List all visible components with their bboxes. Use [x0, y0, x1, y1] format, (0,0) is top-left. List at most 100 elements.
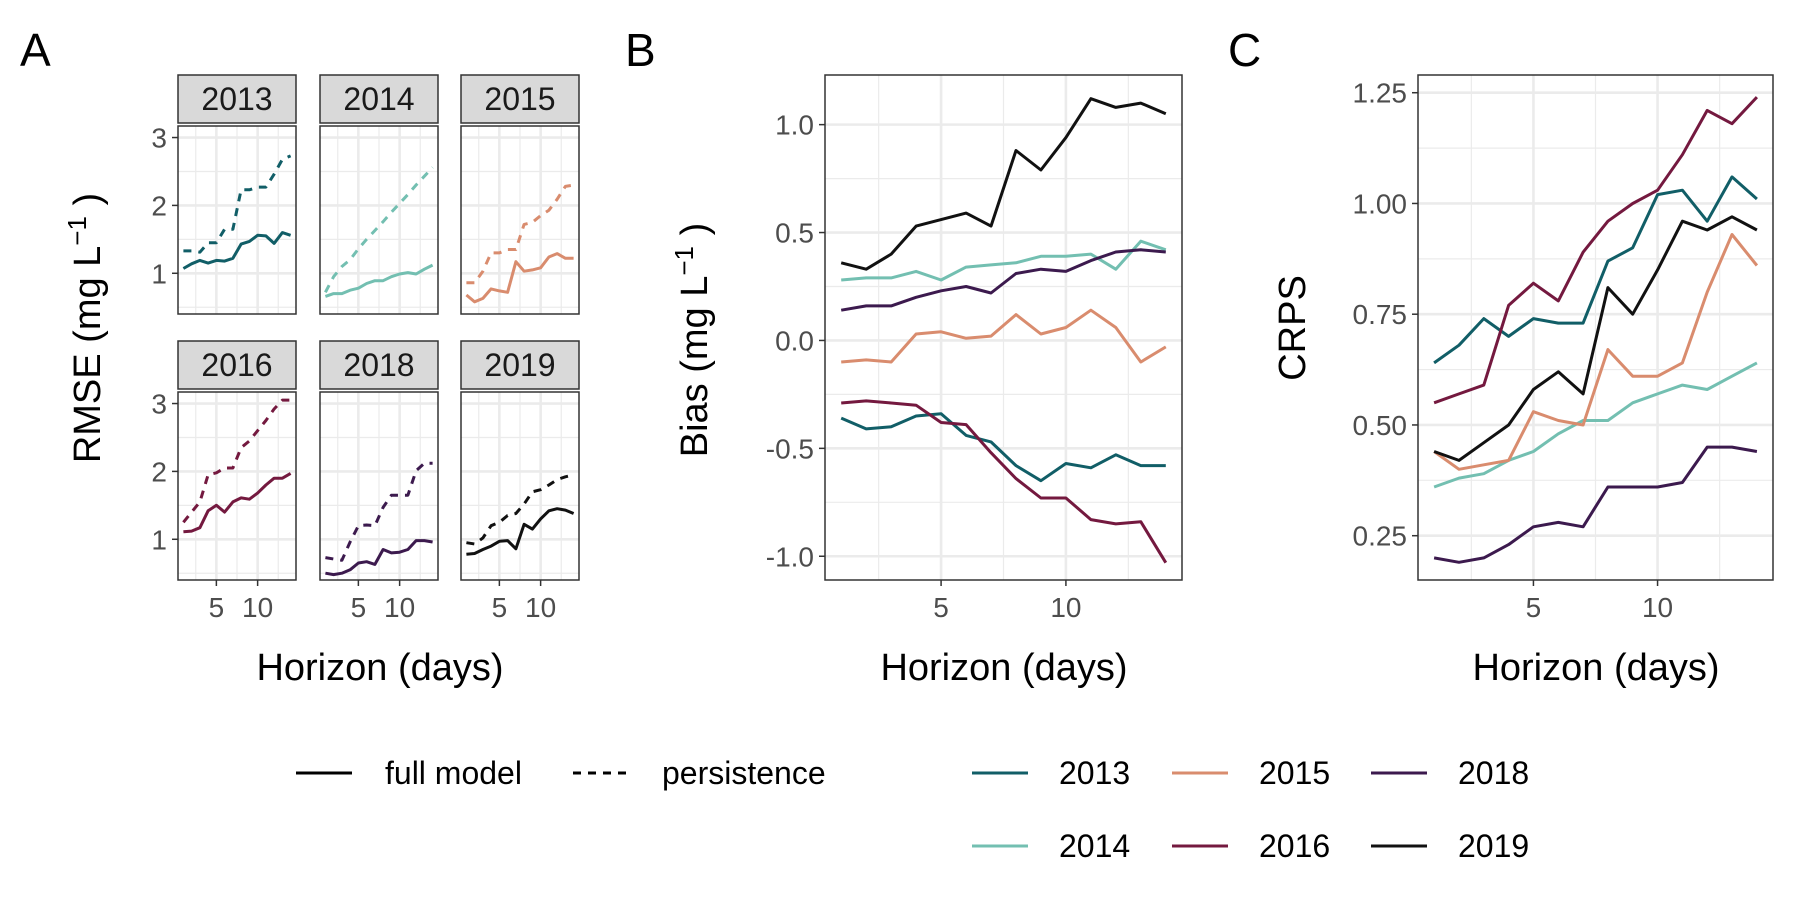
panel-a-rmse: A 2013 1 2 3 2014 2015 2016 1 2 3 5 10 2018 5 10 2019 5 10…	[20, 24, 580, 689]
series-line-2014	[324, 263, 434, 298]
x-axis-title: Horizon (days)	[1472, 647, 1719, 689]
panel-grid	[320, 392, 438, 580]
facet-strip	[460, 74, 580, 124]
series-lines	[840, 97, 1168, 564]
facet-strip	[177, 74, 297, 124]
panel-grid	[461, 126, 579, 314]
y-tick-label: 0.5	[775, 218, 814, 249]
facet-strip-label: 2016	[201, 347, 272, 383]
y-tick-label: 0.75	[1353, 299, 1408, 330]
series-lines	[325, 461, 433, 577]
x-tick-label: 5	[933, 592, 949, 623]
series-lines	[182, 398, 292, 534]
panel-border	[824, 74, 1183, 581]
series-line-2018	[325, 539, 433, 577]
legend-label: 2016	[1259, 828, 1330, 864]
series-line-2018	[1433, 445, 1758, 564]
legend-label: persistence	[662, 755, 826, 791]
y-tick-label: 3	[151, 123, 167, 154]
facet-2019: 2019 5 10	[460, 340, 580, 623]
series-line-2019	[840, 97, 1167, 271]
panel-c-crps: C 0.25 0.50 0.75 1.00 1.25 5 10 CRPS Horizon (day…	[1228, 24, 1774, 689]
y-axis-title: Bias (mg L−1 )	[669, 223, 716, 458]
facet-strip-label: 2015	[484, 81, 555, 117]
facet-2016: 2016 1 2 3 5 10	[151, 340, 297, 623]
x-tick-label: 10	[242, 592, 273, 623]
series-line-2013	[1433, 175, 1758, 365]
facet-2015: 2015	[460, 74, 580, 315]
panel-border	[319, 391, 439, 581]
facet-strip-label: 2013	[201, 81, 272, 117]
y-tick-label: 0.50	[1353, 410, 1408, 441]
y-tick-label: 1	[151, 258, 167, 289]
panel-grid	[1418, 75, 1773, 580]
y-tick-label: -1.0	[766, 541, 814, 572]
panel-grid	[178, 126, 296, 314]
facet-strip	[460, 340, 580, 390]
x-tick-label: 5	[351, 592, 367, 623]
series-line-2015	[1433, 233, 1759, 471]
series-line-2013-persistence	[183, 154, 292, 254]
series-lines	[465, 183, 574, 304]
series-line-2015-persistence	[466, 183, 574, 285]
series-line-2016	[841, 399, 1168, 564]
panel-border	[319, 125, 439, 315]
x-tick-label: 5	[492, 592, 508, 623]
panel-grid	[178, 392, 296, 580]
panel-letter: A	[20, 24, 51, 76]
series-lines	[182, 154, 292, 270]
panel-grid	[320, 126, 438, 314]
legend-label: 2013	[1059, 755, 1130, 791]
legend: full model persistence 2013 2015 2018 2014 201…	[296, 755, 1529, 864]
facet-strip-label: 2018	[343, 347, 414, 383]
facet-strip-label: 2014	[343, 81, 414, 117]
facet-2013: 2013 1 2 3	[151, 74, 297, 315]
y-tick-label: 1.00	[1353, 188, 1408, 219]
y-tick-label: 0.0	[775, 325, 814, 356]
facet-strip	[319, 340, 439, 390]
series-line-2016	[1433, 96, 1758, 405]
panel-letter: C	[1228, 24, 1261, 76]
y-tick-label: 2	[151, 456, 167, 487]
series-line-2014	[1433, 361, 1758, 489]
series-lines	[466, 473, 575, 556]
series-line-2019	[466, 507, 575, 556]
series-line-2019-persistence	[466, 473, 574, 546]
x-tick-label: 10	[1050, 592, 1081, 623]
x-tick-label: 5	[1526, 592, 1542, 623]
y-tick-label: 1.0	[775, 110, 814, 141]
series-line-2014	[841, 239, 1167, 282]
y-tick-label: 1	[151, 524, 167, 555]
panel-grid	[825, 75, 1182, 580]
panel-border	[460, 125, 580, 315]
facet-strip-label: 2019	[484, 347, 555, 383]
legend-label: full model	[385, 755, 522, 791]
y-tick-label: 0.25	[1353, 521, 1408, 552]
y-tick-label: -0.5	[766, 433, 814, 464]
legend-label: 2014	[1059, 828, 1130, 864]
series-lines	[324, 166, 434, 298]
facet-2014: 2014	[319, 74, 439, 315]
series-line-2013	[840, 412, 1166, 483]
legend-label: 2018	[1458, 755, 1529, 791]
panel-border	[460, 391, 580, 581]
panel-border	[1417, 74, 1774, 581]
x-tick-label: 10	[384, 592, 415, 623]
series-line-2016-persistence	[182, 398, 291, 524]
y-axis-title: CRPS	[1272, 275, 1314, 381]
series-line-2018-persistence	[325, 461, 433, 562]
series-line-2016	[183, 472, 292, 534]
facet-2018: 2018 5 10	[319, 340, 439, 623]
y-tick-label: 2	[151, 190, 167, 221]
series-lines	[1433, 96, 1759, 564]
y-tick-label: 3	[151, 389, 167, 420]
x-axis-title: Horizon (days)	[256, 647, 503, 689]
y-axis-title: RMSE (mg L−1 )	[62, 193, 109, 463]
panel-border	[177, 391, 297, 581]
series-line-2015	[465, 252, 574, 304]
x-tick-label: 5	[209, 592, 225, 623]
panel-border	[177, 125, 297, 315]
x-tick-label: 10	[1642, 592, 1673, 623]
x-tick-label: 10	[525, 592, 556, 623]
